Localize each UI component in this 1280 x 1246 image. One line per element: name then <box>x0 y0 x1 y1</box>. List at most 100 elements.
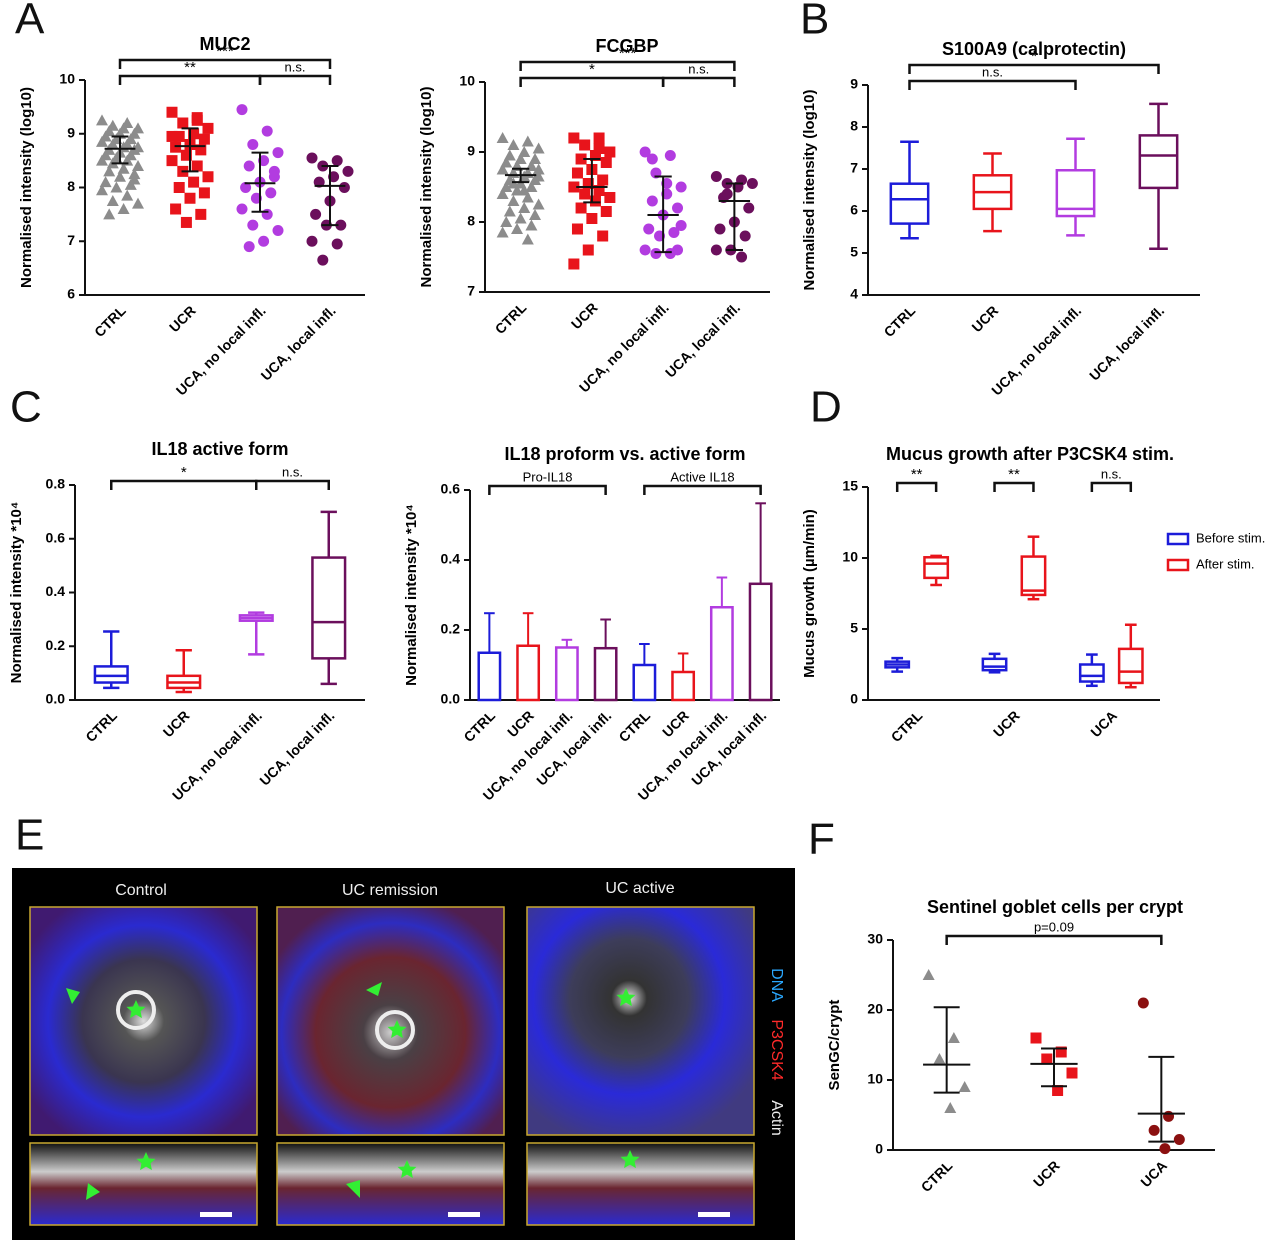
data-point <box>338 182 350 193</box>
data-point <box>521 233 534 245</box>
y-axis-label: Normalised intensity (log10) <box>418 87 435 288</box>
x-tick-label: UCR <box>990 707 1023 740</box>
data-point <box>532 198 545 210</box>
micrograph-inset <box>526 1142 755 1226</box>
data-point <box>518 202 531 213</box>
legend-swatch <box>1166 558 1190 572</box>
data-point <box>600 157 612 168</box>
significance-label: ** <box>911 466 923 483</box>
data-point <box>310 208 322 220</box>
panel-letter: B <box>800 0 829 44</box>
data-point <box>191 114 203 126</box>
data-point <box>650 248 662 259</box>
data-point <box>496 132 509 143</box>
significance-label: ** <box>1008 466 1020 483</box>
significance-label: p=0.09 <box>1034 919 1074 934</box>
bar <box>671 670 696 702</box>
data-point <box>529 209 542 220</box>
bar <box>593 646 618 702</box>
data-point <box>243 241 255 253</box>
y-axis-label: Normalised intensity (log10) <box>801 90 818 291</box>
data-point <box>639 244 651 256</box>
box <box>1055 169 1096 218</box>
x-tick-label: CTRL <box>460 707 498 745</box>
data-point <box>589 195 601 207</box>
data-point <box>1159 1143 1171 1155</box>
x-tick-label: CTRL <box>91 302 129 340</box>
data-point <box>710 171 722 182</box>
box <box>1078 663 1105 683</box>
data-point <box>236 104 248 116</box>
data-point <box>668 227 680 238</box>
image-panel: E Control UC remission UC active DNA P3C… <box>12 811 795 1240</box>
micrograph <box>526 906 755 1136</box>
data-point <box>646 195 658 207</box>
data-point <box>958 1081 971 1092</box>
data-point <box>243 160 255 172</box>
x-tick-label: CTRL <box>615 707 653 745</box>
significance-bracket <box>895 481 938 492</box>
data-point <box>593 143 605 154</box>
significance-label: ** <box>184 59 196 76</box>
data-point <box>743 202 755 214</box>
data-point <box>675 181 687 193</box>
bar <box>516 644 541 702</box>
significance-bracket <box>643 484 762 495</box>
data-point <box>166 106 178 118</box>
significance-label: n.s. <box>285 59 306 74</box>
data-point <box>496 188 509 199</box>
data-point <box>1137 997 1149 1009</box>
data-point <box>568 258 580 270</box>
data-point <box>240 182 252 193</box>
data-point <box>103 208 116 220</box>
box <box>981 657 1008 672</box>
significance-label: *** <box>216 43 234 60</box>
data-point <box>180 216 192 228</box>
chart-title: IL18 active form <box>151 439 288 459</box>
lumen-ring <box>116 990 156 1030</box>
x-tick-label: CTRL <box>888 707 926 745</box>
micrograph-inset <box>276 1142 505 1226</box>
data-point <box>261 125 273 137</box>
data-point <box>589 150 601 161</box>
box <box>923 556 950 580</box>
data-point <box>600 206 612 217</box>
y-tick-label: 0 <box>875 1141 883 1157</box>
data-point <box>272 225 284 236</box>
data-point <box>117 162 130 174</box>
panel-letter: C <box>10 383 42 432</box>
channel-label: Actin <box>768 1100 785 1136</box>
data-point <box>313 176 325 188</box>
data-point <box>268 165 280 177</box>
data-point <box>1148 1124 1160 1136</box>
significance-bracket <box>1090 481 1133 492</box>
y-tick-label: 10 <box>842 549 858 565</box>
x-tick-label: UCA, local infl. <box>258 302 339 383</box>
data-point <box>511 223 524 234</box>
data-point <box>922 969 935 980</box>
legend-label: Before stim. <box>1196 530 1265 545</box>
legend-swatch <box>1166 532 1190 546</box>
y-tick-label: 30 <box>867 931 883 947</box>
data-point <box>639 146 651 158</box>
data-point <box>746 178 758 189</box>
data-point <box>736 251 748 263</box>
significance-bracket <box>945 934 1163 945</box>
micrograph <box>276 906 505 1136</box>
data-point <box>1041 1053 1053 1065</box>
data-point <box>103 165 116 177</box>
data-point <box>247 139 259 150</box>
data-point <box>317 254 329 266</box>
data-point <box>342 165 354 177</box>
data-point <box>518 184 531 196</box>
significance-bracket <box>661 76 736 87</box>
data-point <box>121 189 134 201</box>
y-tick-label: 0.6 <box>441 481 461 497</box>
data-point <box>579 188 591 200</box>
data-point <box>604 192 616 203</box>
data-point <box>532 142 545 154</box>
x-tick-label: CTRL <box>492 299 530 337</box>
y-tick-label: 0.0 <box>46 691 66 707</box>
box <box>93 665 129 684</box>
